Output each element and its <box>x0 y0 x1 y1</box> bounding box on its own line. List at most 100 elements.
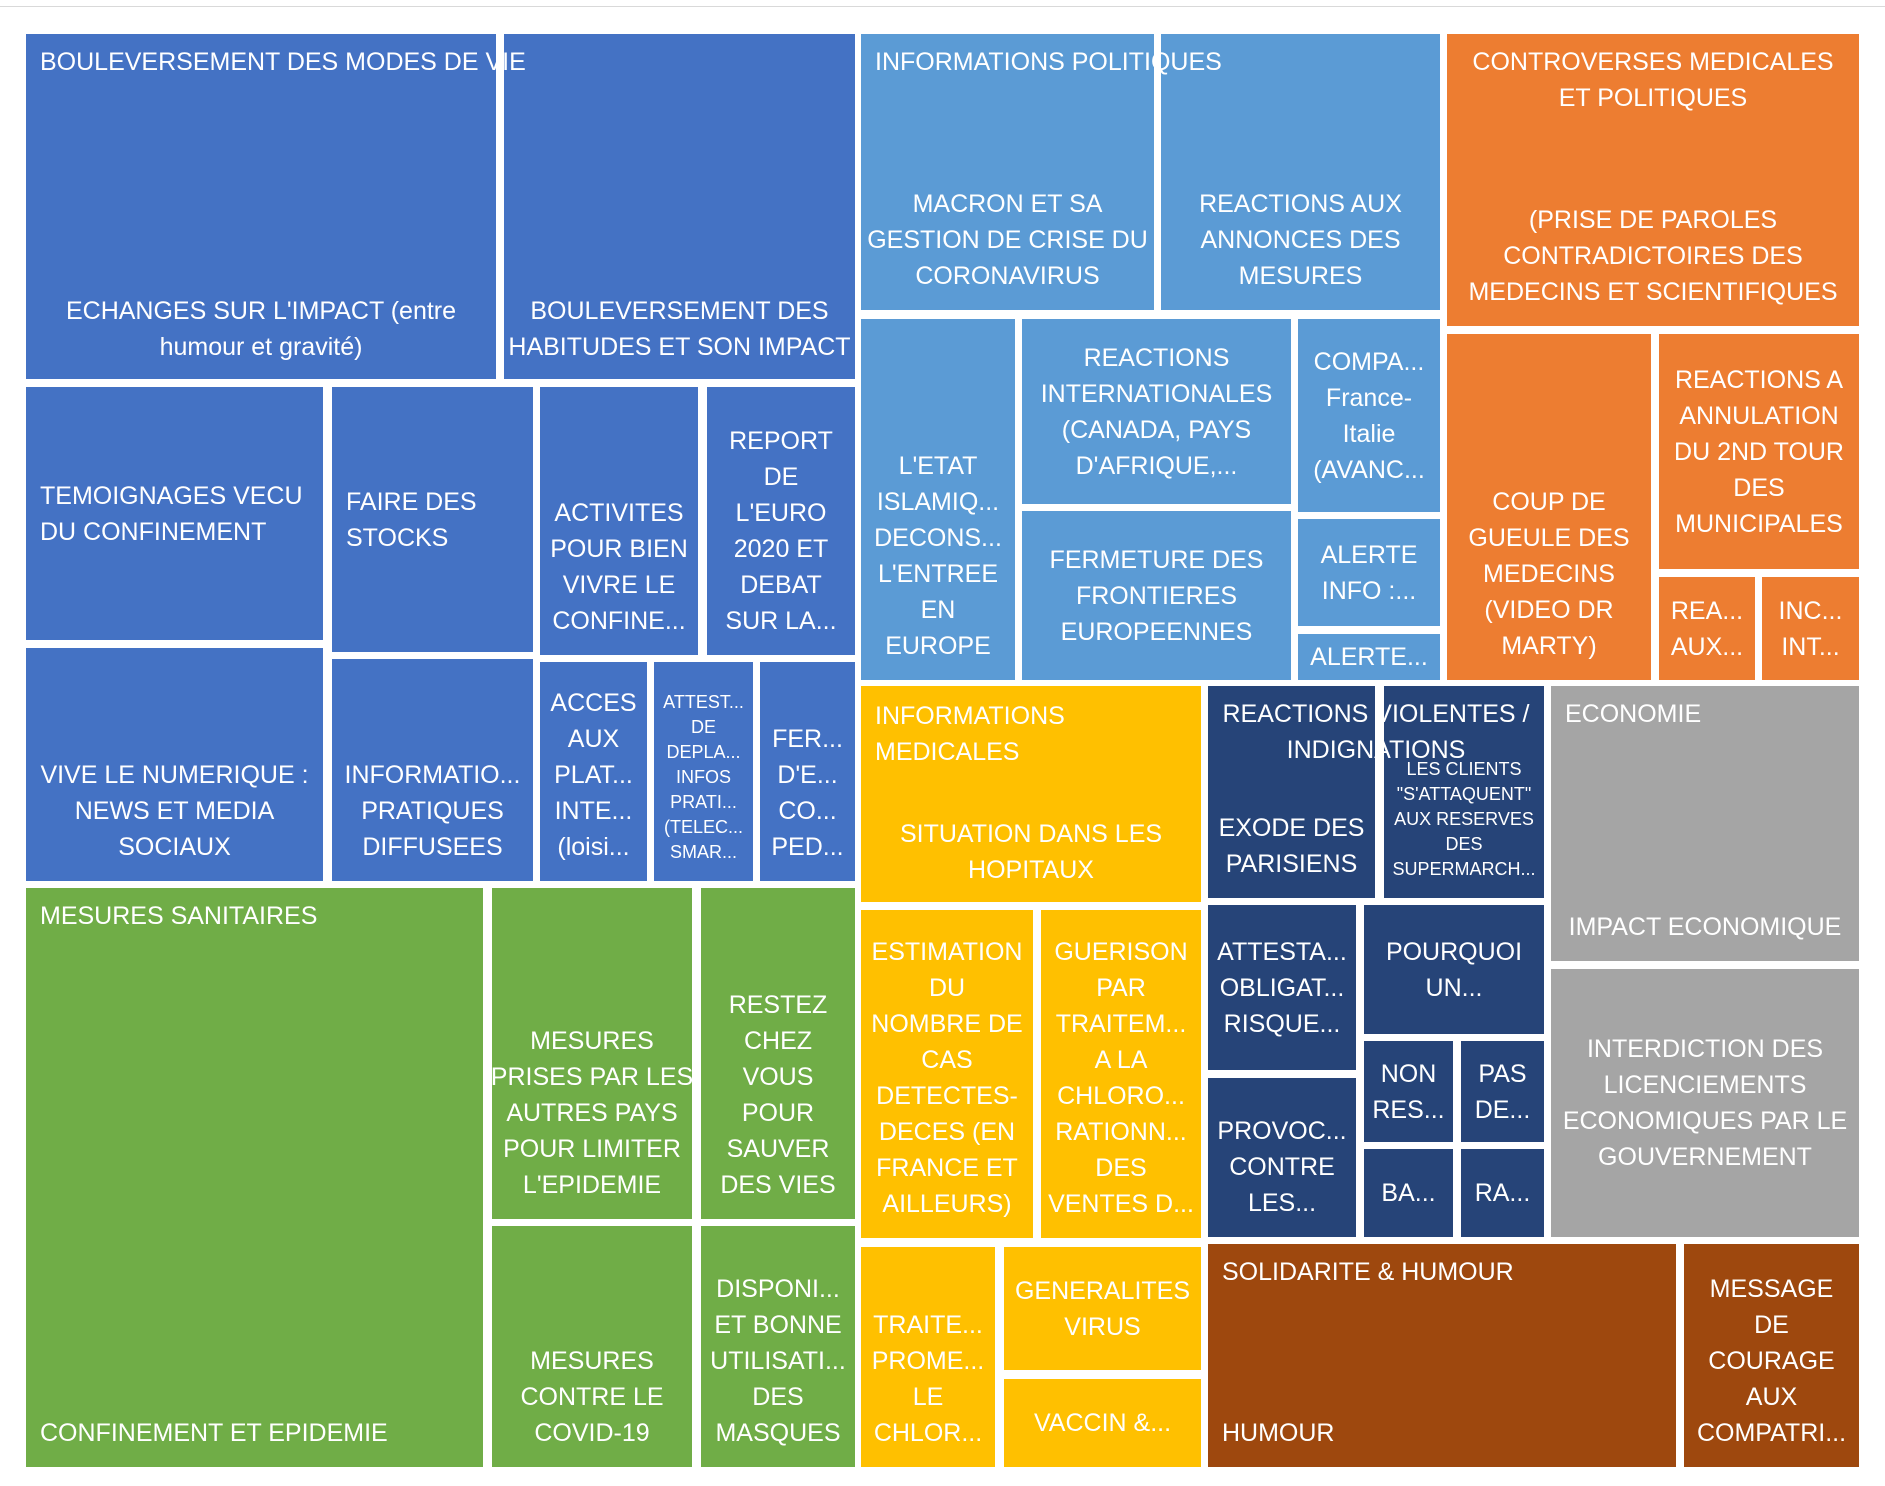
treemap-tile-message-de-courage-aux-compatri: MESSAGE DE COURAGE AUX COMPATRI... <box>1684 1244 1859 1467</box>
treemap-tile-mesures-prises-par-les-autres-pays-pour-: MESURES PRISES PAR LES AUTRES PAYS POUR LIM… <box>492 888 692 1219</box>
treemap-tile-prise-de-paroles-contradictoires-des-med: (PRISE DE PAROLES CONTRADICTOIRES DES MEDE… <box>1447 34 1859 326</box>
tile-label-line: NOMBRE DE <box>871 1010 1023 1038</box>
tile-label-line: (TELEC... <box>663 817 743 837</box>
tile-label-line: GESTION DE CRISE DU <box>867 226 1148 254</box>
tile-label-line: L'ETAT <box>898 452 978 480</box>
tile-label-line: ALERTE... <box>1310 643 1428 671</box>
tile-label-line: ECHANGES SUR L'IMPACT (entre <box>65 297 457 325</box>
tile-label-line: CHLORO... <box>1057 1082 1185 1110</box>
tile-label-line: INTERNATIONALES <box>1040 379 1273 408</box>
treemap-tile-label: PAS DE... <box>1467 1047 1538 1136</box>
treemap-tile-echanges-sur-l-impact-entre-humour-et-gr: ECHANGES SUR L'IMPACT (entre humour et gr… <box>26 34 496 379</box>
tile-label-line: MEDECINS ET SCIENTIFIQUES <box>1468 278 1838 306</box>
treemap-tile-label: VIVE LE NUMERIQUE : NEWS ET MEDIA SOCIAUX <box>32 654 317 875</box>
treemap-tile-label: ECHANGES SUR L'IMPACT (entre humour et gr… <box>32 40 490 373</box>
tile-label-line: L'EURO <box>735 499 827 527</box>
tile-label-line: PRATI... <box>670 792 737 812</box>
tile-label-line: LES CLIENTS <box>1406 759 1522 779</box>
treemap-tile-reactions-aux-annonces-des-mesures: REACTIONS AUX ANNONCES DES MESURES <box>1161 34 1440 310</box>
tile-label-line: VACCIN &... <box>1033 1409 1172 1437</box>
tile-label-line: RISQUE... <box>1223 1009 1341 1038</box>
tile-label-line: RESTEZ <box>728 991 828 1019</box>
tile-label-line: UTILISATI... <box>710 1347 846 1375</box>
treemap-tile-pourquoi-un: POURQUOI UN... <box>1364 905 1544 1034</box>
tile-label-line: CORONAVIRUS <box>915 262 1100 290</box>
treemap-tile-humour: HUMOUR <box>1208 1244 1676 1467</box>
treemap-tile-label: GUERISON PAR TRAITEM... A LA CHLORO... RATION… <box>1047 916 1195 1232</box>
tile-label-line: CHLOR... <box>873 1419 983 1447</box>
treemap-tile-fermeture-des-frontieres-europeennes: FERMETURE DES FRONTIERES EUROPEENNES <box>1022 511 1291 680</box>
treemap-tile-impact-economique: IMPACT ECONOMIQUE <box>1551 686 1859 961</box>
tile-label-line: DIFFUSEES <box>362 833 503 861</box>
treemap-group-label-reactions-violentes-indignations: REACTIONS VIOLENTES / INDIGNATIONS <box>1222 700 1530 764</box>
tile-label-line: D'AFRIQUE,... <box>1075 451 1238 480</box>
tile-label-line: France- <box>1325 383 1413 412</box>
tile-label-line: RES... <box>1372 1095 1445 1124</box>
treemap-group-label-economie: ECONOMIE <box>1565 700 1702 728</box>
tile-label-line: POURQUOI <box>1385 937 1523 966</box>
treemap-tile-informatio-pratiques-diffusees: INFORMATIO... PRATIQUES DIFFUSEES <box>332 659 533 881</box>
tile-label-line: MARTY) <box>1501 632 1597 660</box>
tile-label-line: VIRUS <box>1064 1312 1141 1341</box>
tile-label-line: IMPACT ECONOMIQUE <box>1568 913 1842 941</box>
tile-label-line: ANNONCES DES <box>1200 226 1401 254</box>
tile-label-line: DECONS... <box>874 524 1002 552</box>
tile-label-line: TRAITE... <box>873 1311 983 1339</box>
tile-label-line: PAS <box>1478 1059 1527 1088</box>
tile-label-line: REACTIONS AUX <box>1199 190 1402 218</box>
top-divider <box>0 6 1885 7</box>
tile-label-line: COUP DE <box>1492 488 1606 516</box>
treemap-tile-label: REACTIONS AUX ANNONCES DES MESURES <box>1167 40 1434 304</box>
treemap-tile-label: FAIRE DES STOCKS <box>338 393 527 646</box>
treemap-tile-l-etat-islamiq-decons-l-entree-en-europe: L'ETAT ISLAMIQ... DECONS... L'ENTREE EN EUROP… <box>861 319 1015 680</box>
treemap-tile-label: ATTESTA... OBLIGAT... RISQUE... <box>1214 911 1350 1064</box>
tile-label-line: (loisi... <box>557 833 630 861</box>
tile-label-line: AUX RESERVES <box>1394 809 1534 829</box>
treemap-tile-label: ESTIMATION DU NOMBRE DE CAS DETECTES- DECES (… <box>867 916 1027 1232</box>
tile-label-line: CONTRE LE <box>520 1383 664 1411</box>
treemap-tile-disponi-et-bonne-utilisati-des-masques: DISPONI... ET BONNE UTILISATI... DES MASQUES <box>701 1226 855 1467</box>
tile-label-line: 2020 ET <box>733 535 829 563</box>
treemap-group-label-solidarite-humour: SOLIDARITE & HUMOUR <box>1222 1258 1514 1286</box>
treemap-group-label-controverses-medicales-et-politiques: CONTROVERSES MEDICALES ET POLITIQUES <box>1472 48 1834 112</box>
treemap-tile-interdiction-des-licenciements-economiqu: INTERDICTION DES LICENCIEMENTS ECONOMIQUES… <box>1551 969 1859 1237</box>
tile-label-line: AUX <box>567 725 620 753</box>
treemap-tile-label: MACRON ET SA GESTION DE CRISE DU CORONAVIR… <box>867 40 1148 304</box>
tile-label-line: DE... <box>1474 1095 1531 1124</box>
tile-label-line: DEPLA... <box>666 742 741 762</box>
treemap-tile-label: COMPA... France- Italie (AVANC... <box>1304 325 1434 506</box>
tile-label-line: TEMOIGNAGES VECU <box>40 481 303 510</box>
treemap-group-label-bouleversement-des-modes-de-vie: BOULEVERSEMENT DES MODES DE VIE <box>40 48 526 76</box>
tile-label-line: RATIONN... <box>1055 1118 1187 1146</box>
treemap-tile-inc-int: INC... INT... <box>1762 577 1859 680</box>
tile-label-line: EXODE DES <box>1218 814 1365 842</box>
treemap-tile-label: REACTIONS A ANNULATION DU 2ND TOUR DES MUNIC… <box>1665 340 1853 563</box>
treemap-tile-label: SITUATION DANS LES HOPITAUX <box>867 692 1195 896</box>
treemap-tile-label: ATTEST... DE DEPLA... INFOS PRATI... (TELEC..… <box>660 668 747 875</box>
treemap-tile-label: BOULEVERSEMENT DES HABITUDES ET SON IMPAC… <box>508 40 851 373</box>
tile-label-line: GUEULE DES <box>1468 524 1630 552</box>
treemap-tile-alerte: ALERTE... <box>1298 634 1440 680</box>
tile-label-line: PARISIENS <box>1225 850 1358 878</box>
tile-label-line: COVID-19 <box>534 1419 650 1447</box>
tile-label-line: L'ENTREE <box>877 560 999 588</box>
tile-label-line: PRATIQUES <box>361 797 504 825</box>
treemap-tile-bouleversement-des-habitudes-et-son-impa: BOULEVERSEMENT DES HABITUDES ET SON IMPAC… <box>504 34 855 379</box>
treemap-tile-label: FER... D'E... CO... PED... <box>766 668 849 875</box>
treemap-tile-label: TRAITE... PROME... LE CHLOR... <box>867 1253 989 1461</box>
tile-label-line: DES <box>1733 473 1785 502</box>
tile-label-line: DISPONI... <box>716 1275 840 1303</box>
tile-label-line: DU 2ND TOUR <box>1674 437 1844 466</box>
tile-label-line: INTE... <box>554 797 633 825</box>
treemap-tile-report-de-l-euro-2020-et-debat-sur-la: REPORT DE L'EURO 2020 ET DEBAT SUR LA... <box>707 387 855 655</box>
treemap-tile-alerte-info: ALERTE INFO :... <box>1298 519 1440 626</box>
tile-label-line: AUX <box>1745 1383 1798 1411</box>
treemap-tile-restez-chez-vous-pour-sauver-des-vies: RESTEZ CHEZ VOUS POUR SAUVER DES VIES <box>701 888 855 1219</box>
treemap-tile-label: INTERDICTION DES LICENCIEMENTS ECONOMIQUES… <box>1557 975 1853 1231</box>
tile-label-line: REACTIONS A <box>1674 365 1844 394</box>
tile-label-line: HABITUDES ET SON IMPACT <box>508 333 851 361</box>
tile-label-line: FRONTIERES <box>1075 581 1238 610</box>
treemap-tile-exode-des-parisiens: EXODE DES PARISIENS <box>1208 686 1375 898</box>
treemap-tile-label: CONFINEMENT ET EPIDEMIE <box>32 894 477 1461</box>
